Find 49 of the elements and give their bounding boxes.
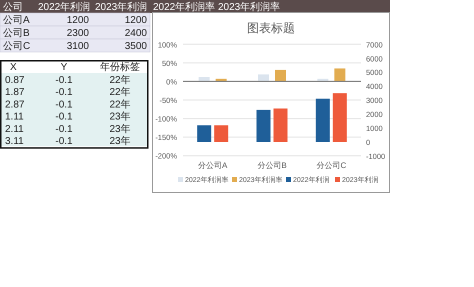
bar (258, 74, 269, 82)
text: 3500 (124, 41, 147, 52)
text: 22年 (109, 99, 131, 110)
chart-title: 图表标题 (247, 21, 295, 35)
text: -0.1 (55, 112, 73, 123)
bar (256, 110, 270, 142)
bar (316, 98, 330, 142)
bar (274, 108, 288, 142)
text: 2.11 (5, 124, 24, 135)
text: -0.1 (55, 136, 73, 147)
bar (275, 70, 286, 82)
x-tick-label: 分公司B (257, 161, 287, 170)
category-label: 2022年利润 (38, 1, 90, 13)
text: 公司C (3, 41, 30, 52)
text: 22年 (109, 75, 131, 86)
category-label: 年份标签 (100, 61, 140, 73)
text: 2300 (66, 28, 89, 39)
text: 1.87 (5, 87, 24, 98)
text: 公司B (3, 28, 30, 39)
category-label: 公司 (3, 1, 23, 13)
x-tick-label: 分公司A (198, 161, 228, 170)
text: -0.1 (55, 99, 73, 110)
category-label: 2023年利润率 (218, 1, 280, 13)
text: 23年 (109, 124, 131, 135)
bar (332, 93, 347, 142)
bar (198, 76, 210, 82)
category-label: X (10, 62, 17, 73)
text: -0.1 (55, 87, 73, 98)
text: 3.11 (5, 136, 24, 147)
text: 2.87 (5, 99, 24, 110)
category-label: 2022年利润率 (153, 1, 216, 13)
category-label: Y (60, 62, 68, 73)
text: -0.1 (55, 124, 73, 135)
text: 22年 (109, 87, 131, 98)
text: 公司A (3, 15, 30, 26)
text: 3100 (66, 41, 89, 52)
text: 0.87 (5, 75, 24, 86)
bar (214, 125, 228, 142)
x-tick-label: 分公司C (316, 161, 346, 170)
text: -0.1 (55, 75, 73, 86)
text: 23年 (109, 112, 131, 123)
bar (197, 125, 212, 142)
text: 1200 (124, 15, 147, 26)
text: 2400 (124, 28, 147, 39)
category-label: 2023年利润 (95, 1, 148, 13)
text: 1.11 (5, 112, 24, 123)
bar (334, 68, 346, 82)
text: 1200 (66, 15, 89, 26)
text: 23年 (109, 136, 131, 147)
